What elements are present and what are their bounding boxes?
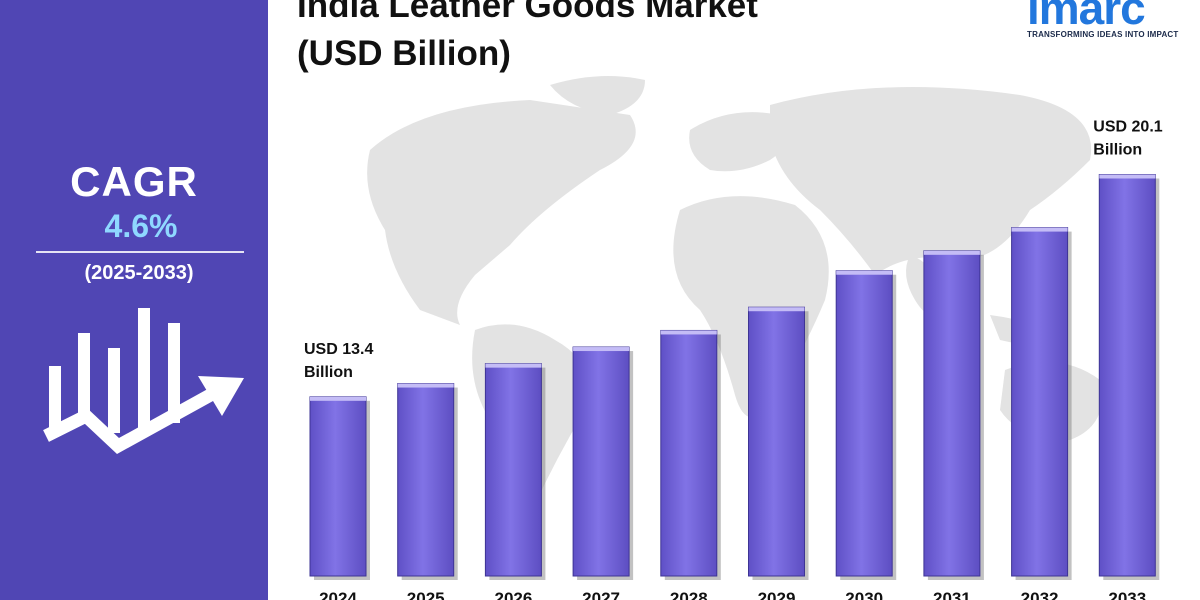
- bar-2032: [1011, 227, 1069, 577]
- x-tick-label: 2033: [1108, 589, 1146, 600]
- chart-title: India Leather Goods Market (USD Billion): [297, 0, 917, 78]
- bar-2029: [748, 306, 805, 577]
- bar-cap: [836, 270, 893, 275]
- title-line-1: India Leather Goods Market: [297, 0, 758, 25]
- bar-cap: [748, 307, 805, 312]
- bar-2025: [397, 383, 455, 577]
- bar-cap: [1099, 174, 1156, 179]
- x-tick-label: 2026: [494, 589, 532, 600]
- divider: [36, 251, 244, 253]
- x-tick-label: 2032: [1021, 589, 1059, 600]
- bar-2031: [923, 250, 981, 577]
- bar-cap: [485, 363, 542, 368]
- bar-2030: [835, 270, 893, 577]
- bar-cap: [660, 330, 717, 335]
- x-tick-label: 2024: [319, 589, 357, 600]
- x-tick-label: 2031: [933, 589, 971, 600]
- x-tick-label: 2025: [407, 589, 445, 600]
- bar-2033: [1098, 174, 1156, 577]
- imarc-logo: imarc TRANSFORMING IDEAS INTO IMPACT: [1027, 0, 1187, 42]
- data-label: USD 13.4: [304, 341, 373, 358]
- logo-tagline: TRANSFORMING IDEAS INTO IMPACT: [1027, 30, 1179, 39]
- data-label: USD 20.1: [1093, 119, 1162, 136]
- bar-cap: [573, 347, 630, 352]
- logo-wordmark: imarc: [1027, 0, 1146, 34]
- x-tick-label: 2030: [845, 589, 883, 600]
- cagr-period: (2025-2033): [84, 262, 194, 284]
- cagr-label: CAGR: [70, 158, 198, 205]
- bar-cap: [310, 396, 366, 401]
- x-tick-label: 2027: [582, 589, 620, 600]
- growth-chart-arrow-icon: [43, 308, 244, 454]
- title-line-2: (USD Billion): [297, 34, 511, 73]
- bar-2024: [309, 396, 367, 577]
- bar-2027: [572, 346, 630, 577]
- cagr-sidebar: CAGR 4.6% (2025-2033): [0, 0, 268, 600]
- bar-2028: [660, 329, 718, 577]
- bar-chart: 2024 2025 2026 2027 2028 2029 2030 2031 2032 2033…: [304, 119, 1163, 600]
- bar-cap: [1011, 227, 1068, 232]
- data-label: Billion: [304, 364, 353, 381]
- cagr-value: 4.6%: [104, 208, 178, 244]
- x-tick-label: 2029: [758, 589, 796, 600]
- bar-cap: [397, 383, 454, 388]
- bar-2026: [484, 363, 542, 577]
- x-tick-label: 2028: [670, 589, 708, 600]
- data-label: Billion: [1093, 142, 1142, 159]
- bar-cap: [923, 250, 980, 255]
